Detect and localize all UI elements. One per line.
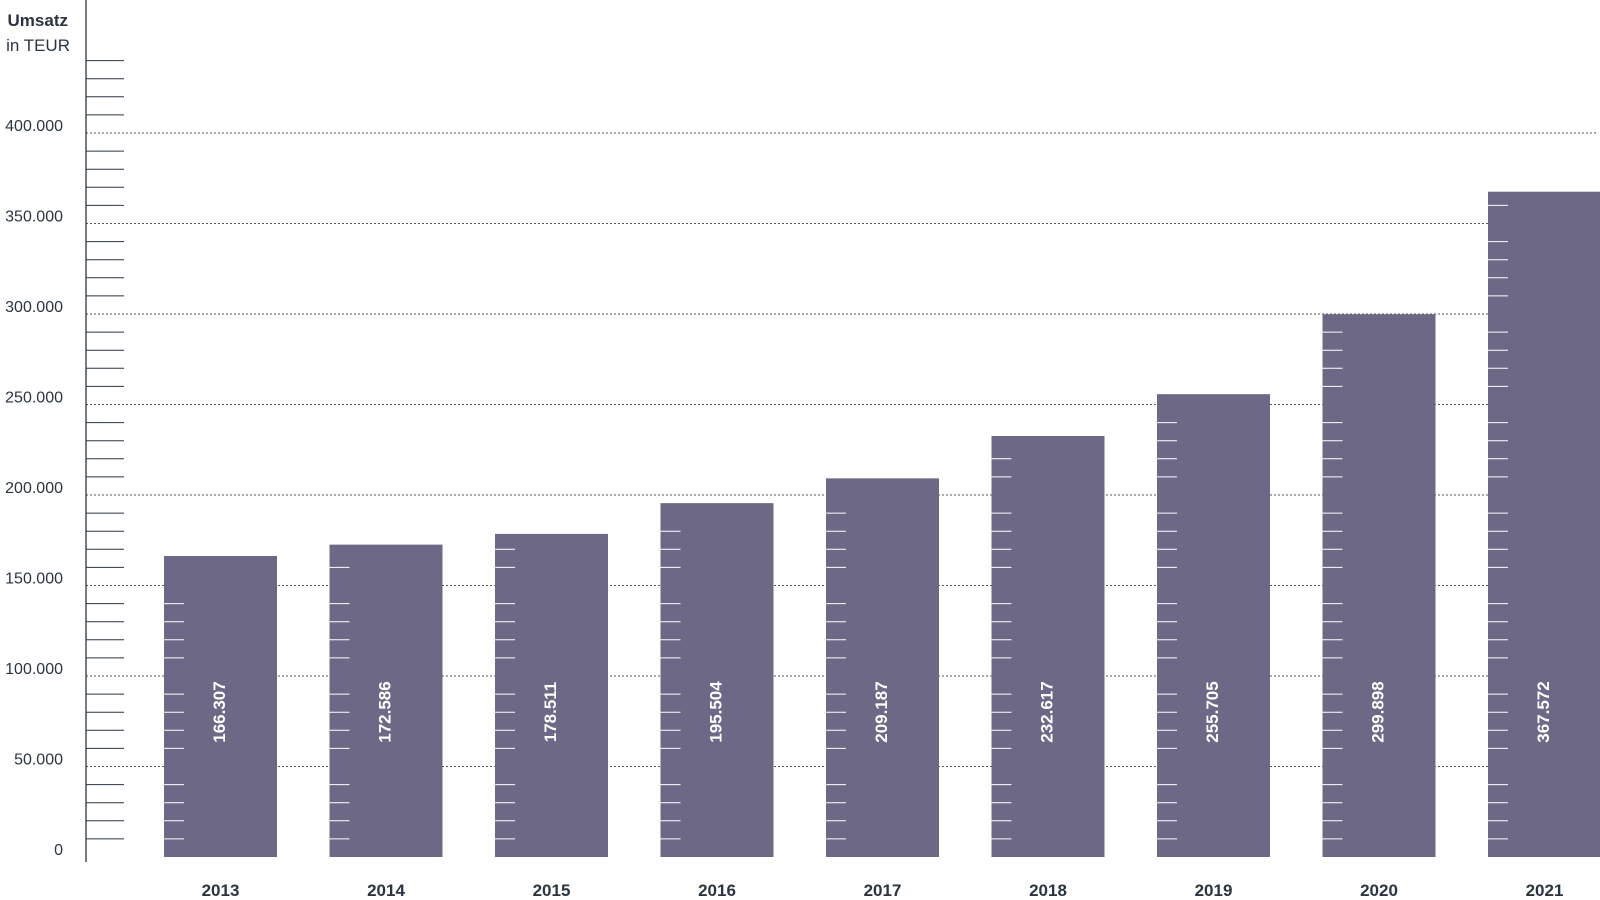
y-tick-label: 0 [54, 842, 63, 859]
x-tick-label: 2019 [1195, 881, 1233, 900]
bar-value-label: 172.586 [375, 681, 394, 742]
bar [164, 555, 277, 857]
chart-title: Umsatz [8, 11, 68, 30]
y-tick-label: 300.000 [5, 299, 63, 316]
y-tick-label: 100.000 [5, 661, 63, 678]
bar-value-label: 232.617 [1037, 681, 1056, 742]
bar [991, 435, 1105, 857]
bar-value-label: 209.187 [872, 681, 891, 742]
chart-subtitle: in TEUR [6, 36, 70, 55]
x-tick-label: 2017 [864, 881, 902, 900]
y-tick-label: 350.000 [5, 209, 63, 226]
bar [329, 544, 443, 857]
x-tick-label: 2014 [367, 881, 405, 900]
y-tick-label: 200.000 [5, 480, 63, 497]
bar-value-label: 178.511 [541, 682, 560, 743]
bar-value-label: 367.572 [1534, 681, 1553, 742]
bar [660, 503, 774, 857]
x-tick-labels: 2013 2014 2015 2016 2017 2018 2019 2020 2021 [202, 881, 1564, 900]
bar [1322, 314, 1436, 857]
bars: 166.307 172.586 178.511 195.504 209.187 232.6… [164, 191, 1600, 857]
x-tick-label: 2018 [1029, 881, 1067, 900]
minor-tick-marks [86, 60, 124, 840]
bar [826, 478, 939, 857]
bar [1488, 191, 1600, 857]
bar [1157, 394, 1270, 857]
y-tick-label: 150.000 [5, 571, 63, 588]
bar-value-label: 166.307 [210, 681, 229, 742]
x-tick-label: 2013 [202, 881, 240, 900]
y-tick-label: 50.000 [14, 752, 63, 769]
x-tick-label: 2020 [1360, 881, 1398, 900]
x-tick-label: 2021 [1526, 881, 1564, 900]
y-tick-labels: 0 50.000 100.000 150.000 200.000 250.000 300.0… [5, 118, 63, 859]
bar-value-label: 255.705 [1203, 681, 1222, 742]
bar-value-label: 299.898 [1368, 681, 1387, 742]
y-tick-label: 250.000 [5, 390, 63, 407]
bar-value-label: 195.504 [706, 681, 725, 743]
x-tick-label: 2016 [698, 881, 736, 900]
x-tick-label: 2015 [533, 881, 571, 900]
y-tick-label: 400.000 [5, 118, 63, 135]
